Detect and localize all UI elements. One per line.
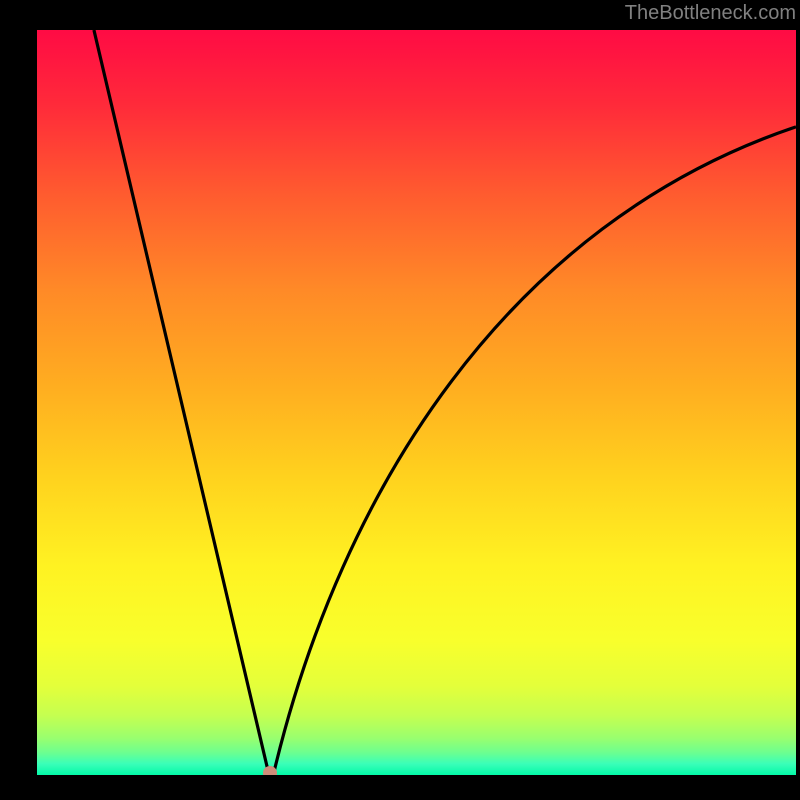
curve-path [94,30,796,773]
plot-area [37,30,796,775]
watermark-text: TheBottleneck.com [625,2,796,25]
bottleneck-curve [37,30,796,775]
minimum-marker-icon [263,766,277,775]
